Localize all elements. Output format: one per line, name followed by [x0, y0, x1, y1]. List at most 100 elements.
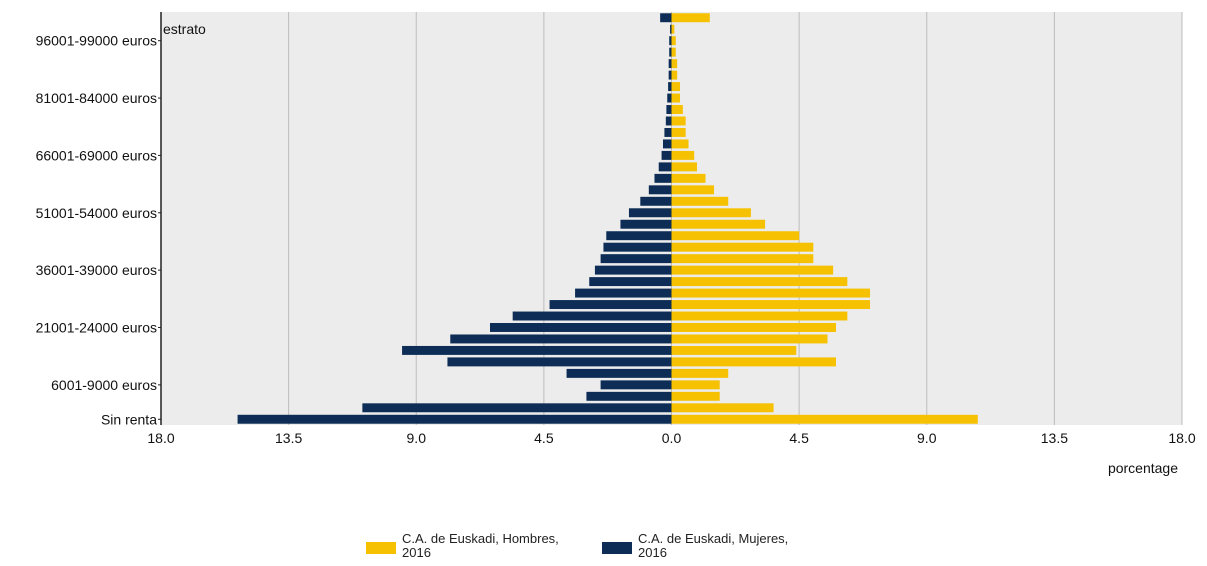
bar-hombres[interactable]: [671, 173, 706, 183]
bar-hombres[interactable]: [671, 254, 814, 264]
bar-hombres[interactable]: [671, 391, 720, 401]
bar-mujeres[interactable]: [669, 36, 672, 46]
bar-mujeres[interactable]: [658, 162, 672, 172]
y-tick-label: 21001-24000 euros: [36, 319, 157, 335]
bar-hombres[interactable]: [671, 277, 848, 287]
bar-hombres[interactable]: [671, 116, 686, 126]
bar-mujeres[interactable]: [402, 345, 672, 355]
bar-mujeres[interactable]: [666, 105, 672, 114]
x-tick-label: 18.0: [1168, 430, 1195, 446]
bar-hombres[interactable]: [671, 185, 715, 195]
bar-hombres[interactable]: [671, 219, 766, 229]
bar-hombres[interactable]: [671, 13, 710, 23]
bar-mujeres[interactable]: [594, 265, 672, 275]
legend-swatch-hombres: [366, 542, 396, 554]
bar-hombres[interactable]: [671, 127, 686, 137]
legend-item-hombres[interactable]: C.A. de Euskadi, Hombres, 2016: [366, 532, 582, 560]
bar-mujeres[interactable]: [600, 254, 672, 264]
bar-hombres[interactable]: [671, 24, 675, 34]
bar-mujeres[interactable]: [566, 368, 672, 378]
y-tick-label: 51001-54000 euros: [36, 205, 157, 221]
bar-hombres[interactable]: [671, 105, 683, 114]
y-tick-label: 36001-39000 euros: [36, 262, 157, 278]
bar-mujeres[interactable]: [640, 196, 672, 206]
x-tick-label: 0.0: [662, 430, 682, 446]
y-tick-label: 6001-9000 euros: [51, 377, 157, 393]
bar-hombres[interactable]: [671, 300, 871, 310]
bar-mujeres[interactable]: [549, 300, 672, 310]
y-tick-labels: Sin renta 6001-9000 euros 21001-24000 euro…: [36, 33, 161, 427]
bar-hombres[interactable]: [671, 288, 871, 298]
bar-mujeres[interactable]: [664, 127, 672, 137]
bar-hombres[interactable]: [671, 93, 681, 103]
bar-mujeres[interactable]: [670, 24, 672, 34]
legend-label-mujeres: C.A. de Euskadi, Mujeres, 2016: [638, 531, 789, 560]
bar-hombres[interactable]: [671, 357, 836, 367]
bar-hombres[interactable]: [671, 47, 676, 57]
bar-hombres[interactable]: [671, 242, 814, 252]
bar-hombres[interactable]: [671, 403, 774, 413]
x-tick-label: 13.5: [275, 430, 302, 446]
bar-mujeres[interactable]: [661, 150, 672, 160]
bar-mujeres[interactable]: [589, 277, 672, 287]
bar-hombres[interactable]: [671, 323, 836, 332]
bar-hombres[interactable]: [671, 150, 695, 160]
bar-mujeres[interactable]: [667, 93, 672, 103]
legend-label-hombres: C.A. de Euskadi, Hombres, 2016: [402, 531, 559, 560]
bar-mujeres[interactable]: [620, 219, 672, 229]
y-tick-label: 96001-99000 euros: [36, 33, 157, 49]
bar-hombres[interactable]: [671, 139, 689, 149]
x-tick-label: 13.5: [1041, 430, 1068, 446]
x-tick-label: 4.5: [789, 430, 809, 446]
bar-mujeres[interactable]: [668, 70, 672, 80]
bar-mujeres[interactable]: [603, 242, 672, 252]
bar-hombres[interactable]: [671, 162, 698, 172]
bar-hombres[interactable]: [671, 59, 678, 69]
bar-hombres[interactable]: [671, 231, 800, 241]
y-tick-label: 81001-84000 euros: [36, 90, 157, 106]
bars-group: [237, 13, 978, 424]
bar-mujeres[interactable]: [512, 311, 672, 321]
x-tick-label: 9.0: [917, 430, 937, 446]
x-axis-title: porcentage: [1108, 460, 1178, 476]
bar-mujeres[interactable]: [237, 414, 672, 424]
bar-mujeres[interactable]: [447, 357, 672, 367]
bar-hombres[interactable]: [671, 414, 978, 424]
bar-mujeres[interactable]: [669, 47, 672, 57]
gridlines: [288, 12, 1183, 425]
x-tick-label: 4.5: [534, 430, 554, 446]
bar-mujeres[interactable]: [450, 334, 672, 344]
bar-hombres[interactable]: [671, 345, 797, 355]
x-tick-label: 18.0: [147, 430, 174, 446]
bar-mujeres[interactable]: [665, 116, 672, 126]
bar-hombres[interactable]: [671, 196, 729, 206]
y-tick-label: Sin renta: [101, 411, 157, 427]
bar-mujeres[interactable]: [489, 323, 672, 332]
bar-hombres[interactable]: [671, 368, 729, 378]
bar-mujeres[interactable]: [586, 391, 672, 401]
bar-mujeres[interactable]: [362, 403, 672, 413]
bar-hombres[interactable]: [671, 70, 678, 80]
bar-mujeres[interactable]: [668, 82, 672, 92]
bar-hombres[interactable]: [671, 36, 676, 46]
legend-item-mujeres[interactable]: C.A. de Euskadi, Mujeres, 2016: [602, 532, 818, 560]
bar-mujeres[interactable]: [628, 208, 672, 218]
bar-mujeres[interactable]: [660, 13, 672, 23]
bar-mujeres[interactable]: [606, 231, 672, 241]
bar-mujeres[interactable]: [575, 288, 672, 298]
bar-mujeres[interactable]: [600, 380, 672, 390]
bar-hombres[interactable]: [671, 311, 848, 321]
bar-mujeres[interactable]: [668, 59, 672, 69]
y-tick-label: 66001-69000 euros: [36, 147, 157, 163]
legend-swatch-mujeres: [602, 542, 632, 554]
y-axis-title: estrato: [163, 21, 206, 37]
bar-mujeres[interactable]: [654, 173, 672, 183]
legend: C.A. de Euskadi, Hombres, 2016 C.A. de E…: [366, 532, 846, 566]
bar-hombres[interactable]: [671, 82, 681, 92]
bar-hombres[interactable]: [671, 380, 720, 390]
bar-hombres[interactable]: [671, 208, 751, 218]
bar-hombres[interactable]: [671, 265, 834, 275]
bar-mujeres[interactable]: [662, 139, 672, 149]
bar-mujeres[interactable]: [648, 185, 672, 195]
bar-hombres[interactable]: [671, 334, 828, 344]
